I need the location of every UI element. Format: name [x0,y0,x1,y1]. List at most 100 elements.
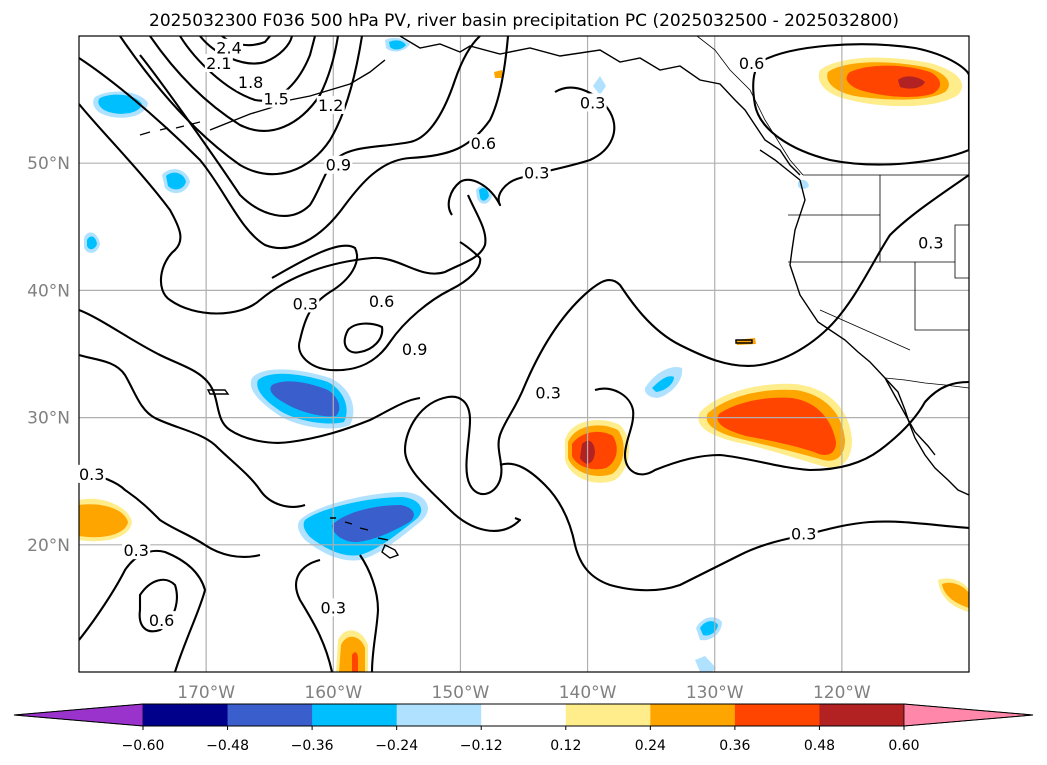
colorbar-swatch [227,704,313,726]
contour-labels: 2.42.1 1.81.5 1.2 0.9 0.6 0.3 0.3 0.6 0.3 0.3 0.6 0… [77,38,945,630]
colorbar-tick-label: 0.60 [888,738,919,754]
map-panel: 2.42.1 1.81.5 1.2 0.9 0.6 0.3 0.3 0.6 0.3 0.3 0.6 0… [27,35,970,703]
colorbar-swatch [396,704,482,726]
shading-negative-hawaii-core [332,505,414,543]
contour-label-background [291,294,320,313]
pv-contour-0-3-loop-2 [594,380,969,476]
pv-contour-1-2 [119,36,364,176]
pv-contour-1-8 [179,36,317,102]
contour-label: 0.3 [535,383,560,402]
colorbar-tick-label: 0.48 [804,738,835,754]
contour-label: 0.6 [471,134,496,153]
lat-tick-label: 50°N [27,154,70,174]
pv-contour-0-9-ring [343,322,384,354]
shading-positive-south-core [352,652,358,672]
lat-tick-label: 30°N [27,409,70,429]
pv-contour-0-6-ring [79,103,487,315]
colorbar-swatch [650,704,736,726]
contour-label-background [578,93,607,112]
map-gridlines [79,36,969,672]
map-frame [78,35,970,673]
pv-contour-0-6-west [459,241,481,259]
contour-label: 0.9 [402,340,427,359]
colorbar-swatch [734,704,820,726]
pv-contour-0-3-west-loop [271,244,482,372]
contour-label-background [77,464,106,483]
pv-contour-0-3-south-central [295,558,334,672]
colorbar-tick-label: −0.48 [206,738,249,754]
border-us-mexico [884,377,969,389]
contour-label: 0.9 [326,156,351,175]
contour-label-background [916,233,945,252]
shading-negative-small-1-core [98,94,142,114]
longitude-tick-labels: 170°W 160°W 150°W 140°W 130°W 120°W [177,683,871,703]
colorbar-extend-low [13,703,144,727]
contour-label-background [122,541,151,560]
lon-tick-label: 150°W [432,683,490,703]
shading-negative-small-8-core [389,40,406,50]
border-alaska-canada [696,36,804,176]
map-background [79,36,969,672]
contour-label: 0.3 [791,525,816,544]
contour-label-background [147,611,176,630]
figure-title: 2025032300 F036 500 hPa PV, river basin … [149,11,899,31]
contour-label-background [367,291,396,310]
shading-positive-small-2 [494,70,503,78]
contour-label: 0.6 [149,611,174,630]
contour-label-background [204,53,233,72]
shading-negative-small-5-core [652,376,674,392]
coast-island-2 [735,339,753,344]
contour-label: 2.4 [216,39,241,58]
pv-contour-0-3-southwest-ring [79,549,207,672]
contour-label-background [400,340,429,359]
contour-label: 0.3 [321,598,346,617]
pv-contour-0-3-east-main [403,174,969,532]
contour-label: 1.8 [238,73,263,92]
colorbar-tick-label: −0.12 [460,738,503,754]
coast-alaska-peninsula [209,59,386,131]
contour-label: 1.2 [318,96,343,115]
colorbar-swatch [819,704,905,726]
coast-alaska [399,36,801,176]
contour-label: 0.3 [524,163,549,182]
colorbar-tick-label: 0.12 [550,738,581,754]
shading-negative-small-3-core [87,236,97,250]
shading-positive-northeast-core [846,65,941,97]
coast-aleutians [139,121,201,136]
colorbar-tick-label: 0.36 [719,738,750,754]
contour-label: 0.3 [918,233,943,252]
pv-contour-0-3-south-east [359,554,380,672]
contour-label-background [215,38,244,57]
colorbar-tick-label: −0.36 [291,738,334,754]
shading-positive-west-mid [79,504,128,538]
contour-label-background [534,383,563,402]
contour-label-background [262,89,291,108]
colorbar-swatch [481,704,567,726]
pv-contour-0-3-south [499,462,969,592]
colorbar-swatch [312,704,398,726]
lon-tick-label: 120°W [813,683,871,703]
pv-contour-2-4 [221,36,271,47]
contour-label-background [522,163,551,182]
pv-contour-1-5 [149,36,340,132]
lon-tick-label: 160°W [304,683,362,703]
pv-contour-0-3-west-mid [79,353,306,508]
coast-north-america [789,179,969,496]
shading-negative-small-7 [695,656,716,672]
colorbar-tick-label: 0.24 [635,738,666,754]
colorbar-tick-label: −0.24 [375,738,418,754]
contour-label: 0.3 [580,93,605,112]
contour-label-background [324,155,353,174]
lon-tick-label: 130°W [686,683,744,703]
shading-negative-small-2-core [166,172,186,190]
colorbar-extend-high [903,703,1034,727]
shading-positive-east-core [717,397,836,455]
shading-positive-northeast-peak [898,76,925,89]
coast-island-1 [206,389,230,395]
contour-label: 1.5 [263,90,288,109]
contour-label: 2.1 [206,54,231,73]
pv-contour-0-3-central-west [79,309,421,444]
coastlines [139,36,969,559]
colorbar-tick-labels: −0.60 −0.48 −0.36 −0.24 −0.12 0.12 0.24 0.36 0.4… [122,726,920,754]
